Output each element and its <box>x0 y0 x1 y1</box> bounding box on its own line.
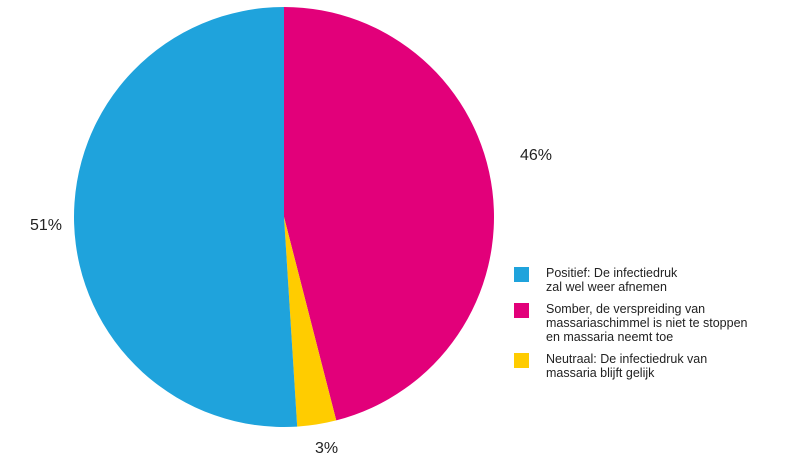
legend-label: Neutraal: De infectiedruk van massaria b… <box>546 352 708 380</box>
legend-item-1: Somber, de verspreiding van massariaschi… <box>514 302 789 344</box>
pie-slice-label-2: 3% <box>315 440 338 457</box>
legend-swatch <box>514 303 529 318</box>
pie-slices <box>74 6 495 427</box>
legend-item-2: Neutraal: De infectiedruk van massaria b… <box>514 352 789 380</box>
pie-value-labels: 46% 3% 51% <box>30 147 552 457</box>
legend: Positief: De infectiedruk zal wel weer a… <box>514 266 789 388</box>
pie-slice-3 <box>74 7 298 427</box>
pie-slice-1 <box>284 6 495 421</box>
legend-item-3: Positief: De infectiedruk zal wel weer a… <box>514 266 789 294</box>
legend-swatch <box>514 267 529 282</box>
legend-label: Positief: De infectiedruk zal wel weer a… <box>546 266 678 294</box>
legend-label: Somber, de verspreiding van massariaschi… <box>546 302 748 344</box>
legend-swatch <box>514 353 529 368</box>
pie-slice-2 <box>284 217 337 427</box>
pie-slice-label-1: 46% <box>520 147 552 164</box>
pie-slice-label-3: 51% <box>30 217 62 234</box>
